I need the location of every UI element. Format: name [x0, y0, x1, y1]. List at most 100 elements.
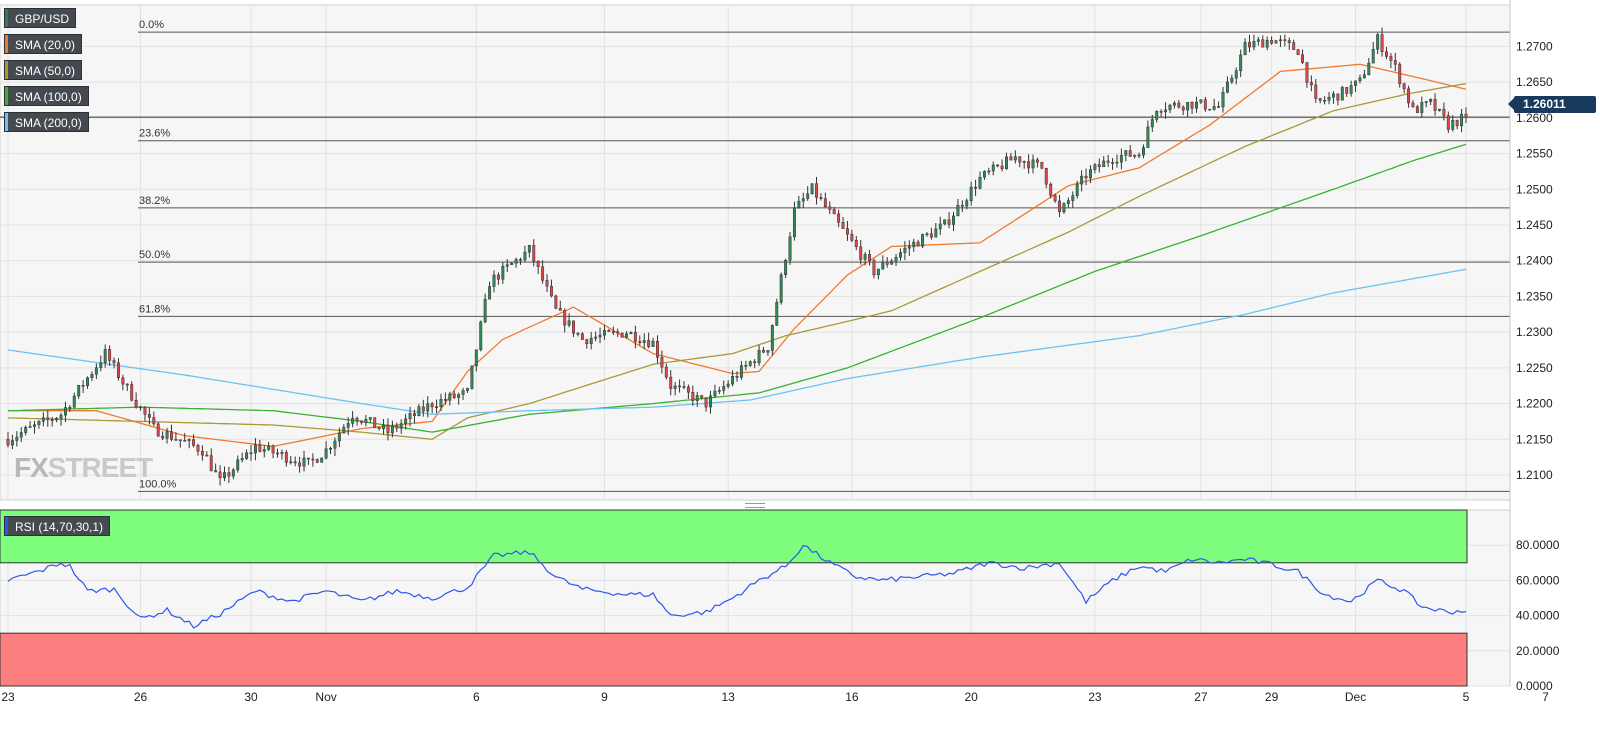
- candle-body: [1389, 56, 1393, 61]
- legend-rsi[interactable]: RSI (14,70,30,1): [4, 516, 111, 536]
- legend-sma200[interactable]: SMA (200,0): [4, 112, 89, 132]
- candle-body: [1088, 169, 1092, 179]
- candle-body: [1336, 93, 1340, 101]
- candle-body: [536, 260, 540, 268]
- x-tick-label: 5: [1463, 690, 1470, 704]
- candle-body: [33, 424, 36, 427]
- candle-body: [320, 457, 324, 463]
- candle-body: [991, 164, 995, 172]
- candle-body: [1362, 74, 1366, 79]
- y-tick-label: 1.2200: [1516, 397, 1553, 411]
- x-tick-label: 9: [601, 690, 608, 704]
- candle-body: [435, 406, 439, 409]
- candle-body: [156, 423, 160, 437]
- candle-body: [1164, 109, 1168, 113]
- fib-level-label: 61.8%: [139, 303, 170, 315]
- candle-body: [1331, 93, 1335, 98]
- candle-body: [399, 423, 403, 429]
- candle-body: [1327, 96, 1331, 101]
- candle-body: [1287, 40, 1291, 43]
- candle-body: [324, 448, 328, 459]
- candle-body: [505, 264, 509, 267]
- candle-body: [753, 361, 757, 364]
- candle-body: [616, 331, 620, 334]
- candle-body: [41, 417, 45, 422]
- rsi-overbought-zone: [0, 509, 1468, 564]
- fib-level-label: 23.6%: [139, 128, 170, 140]
- candle-body: [656, 340, 659, 358]
- candle-body: [1438, 108, 1441, 111]
- candle-body: [549, 286, 553, 297]
- y-tick-label: 1.2350: [1516, 289, 1553, 303]
- candle-body: [1385, 51, 1388, 57]
- x-tick-label: 7: [1542, 690, 1549, 704]
- candle-body: [519, 259, 522, 261]
- candle-body: [1243, 42, 1247, 56]
- candle-body: [1168, 104, 1172, 111]
- candle-body: [585, 339, 589, 345]
- candle-body: [1111, 162, 1115, 164]
- candle-body: [1393, 60, 1397, 65]
- candle-body: [187, 439, 191, 441]
- candle-body: [496, 274, 500, 280]
- candle-body: [903, 247, 907, 253]
- candle-body: [607, 330, 611, 332]
- sma-line: [7, 268, 1467, 415]
- candle-body: [116, 362, 120, 379]
- candle-body: [1128, 150, 1132, 157]
- candle-body: [1208, 108, 1212, 111]
- candle-body: [1137, 154, 1141, 157]
- candle-body: [532, 245, 536, 262]
- candle-body: [952, 215, 955, 225]
- legend-sma20[interactable]: SMA (20,0): [4, 34, 83, 54]
- candle-body: [289, 461, 293, 463]
- candle-body: [695, 395, 699, 401]
- candle-body: [236, 459, 240, 471]
- candle-body: [815, 183, 818, 198]
- candle-body: [1340, 87, 1344, 101]
- candle-body: [974, 186, 978, 189]
- candle-body: [629, 332, 633, 335]
- y-tick-label: 1.2300: [1516, 325, 1553, 339]
- candle-body: [1323, 100, 1327, 102]
- legend-swatch: [5, 9, 8, 27]
- legend-sma50[interactable]: SMA (50,0): [4, 60, 83, 80]
- rsi-oversold-zone: [0, 632, 1468, 687]
- candle-body: [567, 320, 571, 326]
- candle-body: [850, 233, 854, 241]
- panel-splitter-handle[interactable]: [745, 503, 765, 508]
- candle-body: [6, 439, 10, 446]
- candle-body: [642, 340, 646, 343]
- candle-body: [1261, 39, 1265, 48]
- candle-body: [452, 393, 456, 398]
- y-tick-label: 1.2400: [1516, 254, 1553, 268]
- candle-body: [594, 336, 598, 339]
- candle-body: [1044, 167, 1048, 185]
- candle-body: [417, 406, 421, 416]
- candle-body: [1084, 175, 1088, 179]
- x-tick-label: 29: [1265, 690, 1279, 704]
- legend-label: RSI (14,70,30,1): [15, 520, 104, 534]
- y-tick-label: 1.2250: [1516, 361, 1553, 375]
- candle-body: [426, 403, 430, 412]
- candle-body: [602, 330, 606, 336]
- candle-body: [1292, 42, 1296, 50]
- candle-body: [359, 420, 363, 423]
- candle-body: [249, 452, 253, 455]
- candle-body: [355, 418, 359, 422]
- fib-level-label: 50.0%: [139, 249, 170, 261]
- candle-body: [72, 395, 76, 408]
- candle-body: [15, 436, 19, 441]
- candle-body: [1429, 99, 1433, 102]
- y-tick-label: 1.2450: [1516, 218, 1553, 232]
- candle-body: [218, 471, 222, 479]
- candle-body: [28, 426, 32, 428]
- legend-pair[interactable]: GBP/USD: [4, 8, 77, 28]
- candle-body: [479, 321, 483, 350]
- candle-body: [253, 444, 257, 454]
- legend-sma100[interactable]: SMA (100,0): [4, 86, 89, 106]
- candle-body: [801, 198, 805, 202]
- candle-body: [377, 427, 381, 429]
- candle-body: [1230, 77, 1234, 83]
